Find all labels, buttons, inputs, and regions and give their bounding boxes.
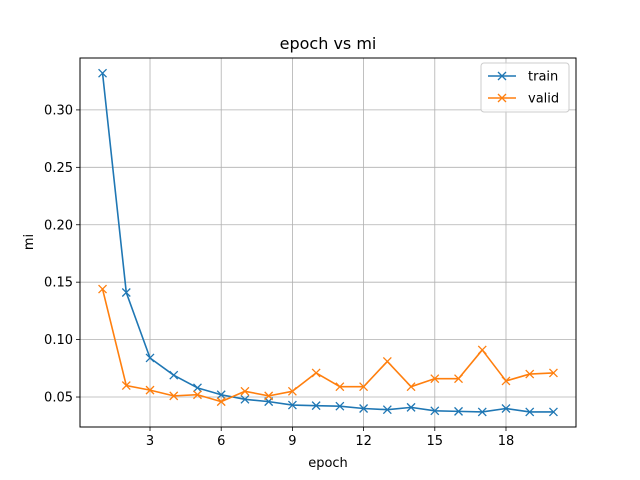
legend-label: valid <box>528 92 559 107</box>
data-point-valid <box>359 382 369 392</box>
legend-marker <box>497 71 507 81</box>
data-point-valid <box>311 368 321 378</box>
data-point-train <box>548 407 558 417</box>
data-point-valid <box>216 397 226 407</box>
data-point-train <box>406 402 416 412</box>
chart-title: epoch vs mi <box>280 34 377 53</box>
data-point-train <box>430 406 440 416</box>
legend-item-valid: valid <box>488 92 559 107</box>
y-tick-label: 0.10 <box>44 333 73 348</box>
y-tick-label: 0.30 <box>44 103 73 118</box>
x-tick-label: 6 <box>217 434 225 449</box>
data-point-valid <box>240 386 250 396</box>
data-point-train <box>501 404 511 413</box>
legend-label: train <box>528 70 558 85</box>
data-point-train <box>454 406 463 416</box>
y-axis-label: mi <box>22 234 37 250</box>
data-point-valid <box>382 356 392 366</box>
y-tick-label: 0.05 <box>44 391 73 406</box>
y-tick-label: 0.25 <box>44 161 73 176</box>
data-point-valid <box>406 382 416 392</box>
data-point-valid <box>169 391 179 401</box>
grid <box>80 58 576 427</box>
x-axis: 3 6 9 12 15 18 <box>146 427 514 449</box>
data-point-train <box>311 401 321 411</box>
data-point-valid <box>121 381 131 391</box>
x-tick-label: 12 <box>355 434 372 449</box>
data-point-train <box>240 394 250 404</box>
data-point-train <box>145 353 155 363</box>
data-point-train <box>359 404 369 413</box>
y-tick-label: 0.20 <box>44 218 73 233</box>
series-train <box>98 68 558 417</box>
plot-area-frame <box>79 57 577 428</box>
data-point-valid <box>145 385 155 395</box>
y-tick-label: 0.15 <box>44 276 73 291</box>
legend-item-train: train <box>488 70 558 85</box>
series-line-train <box>101 73 554 413</box>
data-point-valid <box>548 368 558 378</box>
data-point-valid <box>477 345 487 355</box>
x-tick-label: 15 <box>427 434 444 449</box>
data-point-train <box>477 407 487 417</box>
data-point-valid <box>335 382 345 392</box>
data-point-train <box>193 383 202 393</box>
data-point-train <box>121 288 131 297</box>
data-point-train <box>169 370 179 380</box>
data-point-train <box>287 400 297 410</box>
x-tick-label: 3 <box>146 434 154 449</box>
data-point-train <box>382 405 392 415</box>
x-tick-label: 9 <box>288 434 296 449</box>
series-layer <box>98 68 558 417</box>
data-point-train <box>98 68 108 78</box>
data-point-valid <box>287 386 297 396</box>
x-tick-label: 18 <box>498 434 515 449</box>
legend-marker <box>497 93 507 103</box>
data-point-train <box>525 407 535 417</box>
data-point-train <box>216 390 226 400</box>
y-axis: 0.05 0.10 0.15 0.20 0.25 0.30 <box>44 103 80 406</box>
legend: train valid <box>480 62 570 113</box>
data-point-valid <box>264 391 274 401</box>
series-line-valid <box>101 288 554 403</box>
data-point-valid <box>98 284 108 294</box>
data-point-valid <box>525 369 535 379</box>
data-point-valid <box>430 374 440 384</box>
x-axis-label: epoch <box>308 456 348 471</box>
data-point-valid <box>193 390 202 400</box>
data-point-valid <box>501 376 511 386</box>
data-point-train <box>335 401 345 411</box>
series-valid <box>98 284 558 407</box>
data-point-valid <box>454 374 463 384</box>
